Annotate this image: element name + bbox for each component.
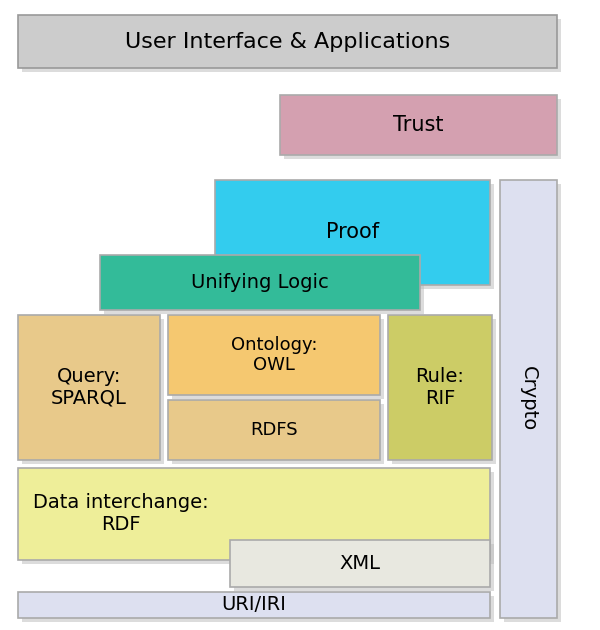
FancyBboxPatch shape — [22, 472, 494, 564]
Text: Trust: Trust — [393, 115, 444, 135]
FancyBboxPatch shape — [230, 540, 490, 587]
FancyBboxPatch shape — [168, 400, 380, 460]
FancyBboxPatch shape — [22, 596, 494, 622]
FancyBboxPatch shape — [18, 592, 490, 618]
Text: Query:
SPARQL: Query: SPARQL — [51, 367, 127, 408]
Text: URI/IRI: URI/IRI — [221, 595, 286, 614]
Text: User Interface & Applications: User Interface & Applications — [125, 32, 450, 52]
FancyBboxPatch shape — [22, 319, 164, 464]
FancyBboxPatch shape — [104, 259, 424, 314]
FancyBboxPatch shape — [172, 319, 384, 399]
Text: RDFS: RDFS — [250, 421, 298, 439]
Text: Data interchange:
RDF: Data interchange: RDF — [33, 493, 209, 534]
Text: Ontology:
OWL: Ontology: OWL — [231, 336, 317, 374]
Text: XML: XML — [340, 554, 380, 573]
FancyBboxPatch shape — [18, 468, 490, 560]
FancyBboxPatch shape — [504, 184, 561, 622]
FancyBboxPatch shape — [280, 95, 557, 155]
Text: Crypto: Crypto — [519, 367, 538, 432]
FancyBboxPatch shape — [168, 315, 380, 395]
FancyBboxPatch shape — [18, 15, 557, 68]
Text: Rule:
RIF: Rule: RIF — [416, 367, 464, 408]
FancyBboxPatch shape — [172, 404, 384, 464]
FancyBboxPatch shape — [500, 180, 557, 618]
FancyBboxPatch shape — [392, 319, 496, 464]
FancyBboxPatch shape — [219, 184, 494, 289]
Text: Unifying Logic: Unifying Logic — [191, 273, 329, 292]
FancyBboxPatch shape — [284, 99, 561, 159]
FancyBboxPatch shape — [215, 180, 490, 285]
FancyBboxPatch shape — [18, 315, 160, 460]
FancyBboxPatch shape — [22, 19, 561, 72]
FancyBboxPatch shape — [388, 315, 492, 460]
Text: Proof: Proof — [326, 222, 379, 243]
FancyBboxPatch shape — [100, 255, 420, 310]
FancyBboxPatch shape — [234, 544, 494, 591]
